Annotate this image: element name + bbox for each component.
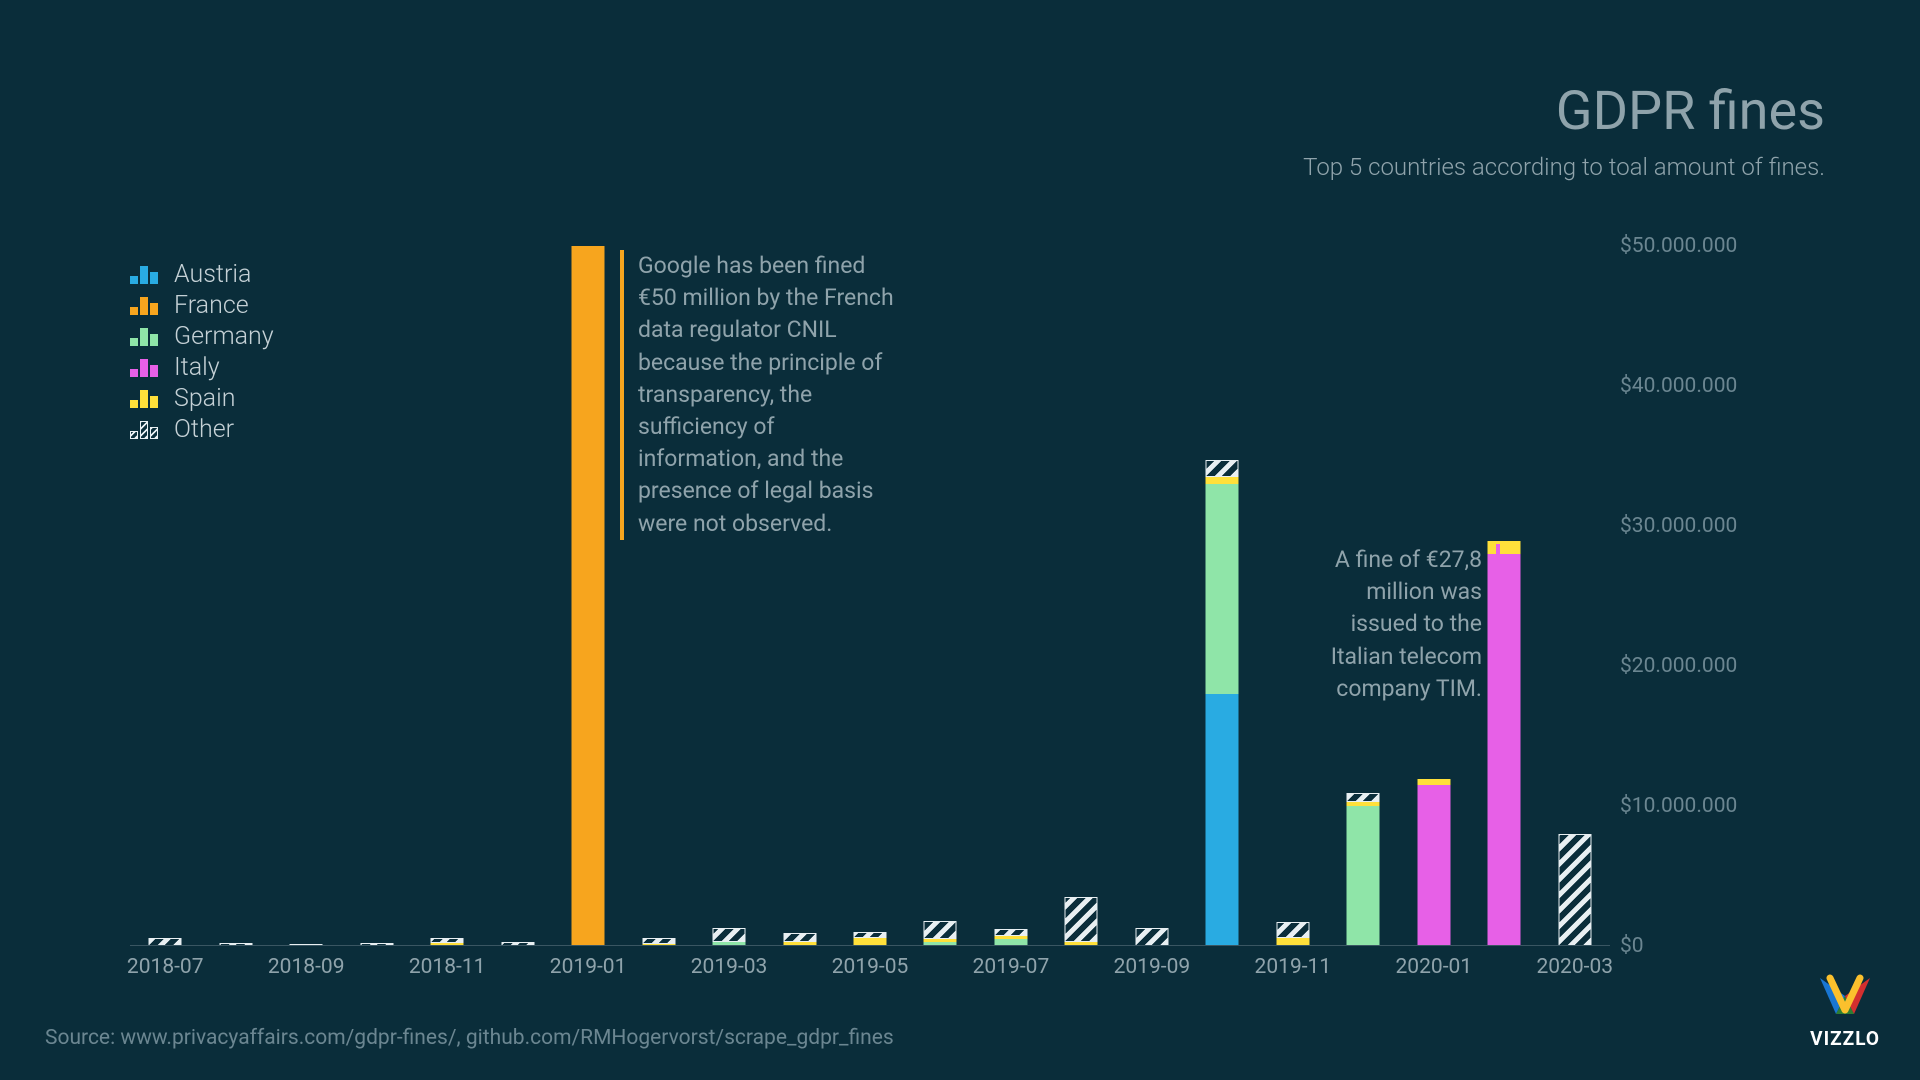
bar-segment-other bbox=[924, 921, 957, 939]
y-tick-label: $40.000.000 bbox=[1620, 374, 1737, 398]
bar bbox=[924, 921, 957, 946]
bar-segment-austria bbox=[1206, 694, 1239, 946]
bar-segment-other bbox=[1558, 834, 1591, 946]
bar-segment-spain bbox=[1206, 477, 1239, 484]
x-axis-line bbox=[130, 945, 1610, 946]
vizzlo-logo: VIZZLO bbox=[1810, 974, 1880, 1050]
x-tick-label: 2020-03 bbox=[1536, 955, 1613, 979]
bar-segment-other bbox=[713, 928, 746, 942]
x-tick-label: 2019-03 bbox=[691, 955, 768, 979]
bar-segment-other bbox=[1347, 793, 1380, 801]
logo-icon bbox=[1816, 974, 1874, 1022]
bar-segment-other bbox=[1065, 897, 1098, 942]
x-tick-label: 2018-09 bbox=[268, 955, 345, 979]
x-tick-label: 2019-05 bbox=[832, 955, 909, 979]
x-tick-label: 2018-07 bbox=[127, 955, 204, 979]
bar-segment-other bbox=[994, 929, 1027, 936]
y-tick-label: $20.000.000 bbox=[1620, 654, 1737, 678]
bar-segment-germany bbox=[1347, 806, 1380, 946]
bar bbox=[994, 929, 1027, 946]
annotation-marker bbox=[1496, 544, 1500, 705]
x-tick-label: 2018-11 bbox=[409, 955, 486, 979]
bar bbox=[572, 246, 605, 946]
bar bbox=[1135, 928, 1168, 946]
bar-segment-france bbox=[572, 246, 605, 946]
annotation-marker bbox=[620, 250, 624, 540]
y-tick-label: $10.000.000 bbox=[1620, 794, 1737, 818]
annotation-text: A fine of €27,8 million was issued to th… bbox=[1300, 544, 1482, 705]
annotation: Google has been fined €50 million by the… bbox=[620, 250, 900, 540]
bar-segment-other bbox=[1276, 922, 1309, 937]
bar bbox=[854, 932, 887, 946]
x-tick-label: 2019-09 bbox=[1114, 955, 1191, 979]
x-tick-label: 2019-11 bbox=[1255, 955, 1332, 979]
y-axis: $0$10.000.000$20.000.000$30.000.000$40.0… bbox=[1620, 246, 1830, 946]
y-tick-label: $30.000.000 bbox=[1620, 514, 1737, 538]
chart-title: GDPR fines bbox=[1303, 80, 1825, 143]
bar bbox=[713, 928, 746, 946]
bar-segment-germany bbox=[1206, 484, 1239, 694]
annotation: A fine of €27,8 million was issued to th… bbox=[1300, 544, 1500, 705]
y-tick-label: $50.000.000 bbox=[1620, 234, 1737, 258]
bar bbox=[1347, 793, 1380, 946]
source-line: Source: www.privacyaffairs.com/gdpr-fine… bbox=[45, 1026, 894, 1050]
x-tick-label: 2019-07 bbox=[973, 955, 1050, 979]
bar bbox=[1417, 779, 1450, 946]
y-tick-label: $0 bbox=[1620, 934, 1644, 958]
bar bbox=[1276, 922, 1309, 946]
x-tick-label: 2019-01 bbox=[550, 955, 627, 979]
bar bbox=[1558, 834, 1591, 946]
chart-subtitle: Top 5 countries according to toal amount… bbox=[1303, 153, 1825, 181]
annotation-text: Google has been fined €50 million by the… bbox=[638, 250, 900, 540]
bar-segment-other bbox=[783, 933, 816, 941]
bar-segment-other bbox=[1206, 460, 1239, 477]
x-tick-label: 2020-01 bbox=[1395, 955, 1472, 979]
bar-segment-italy bbox=[1417, 785, 1450, 946]
bar-segment-other bbox=[1135, 928, 1168, 946]
bar bbox=[1206, 460, 1239, 946]
logo-text: VIZZLO bbox=[1810, 1027, 1880, 1050]
bar bbox=[1065, 897, 1098, 946]
chart-header: GDPR fines Top 5 countries according to … bbox=[1303, 80, 1825, 181]
